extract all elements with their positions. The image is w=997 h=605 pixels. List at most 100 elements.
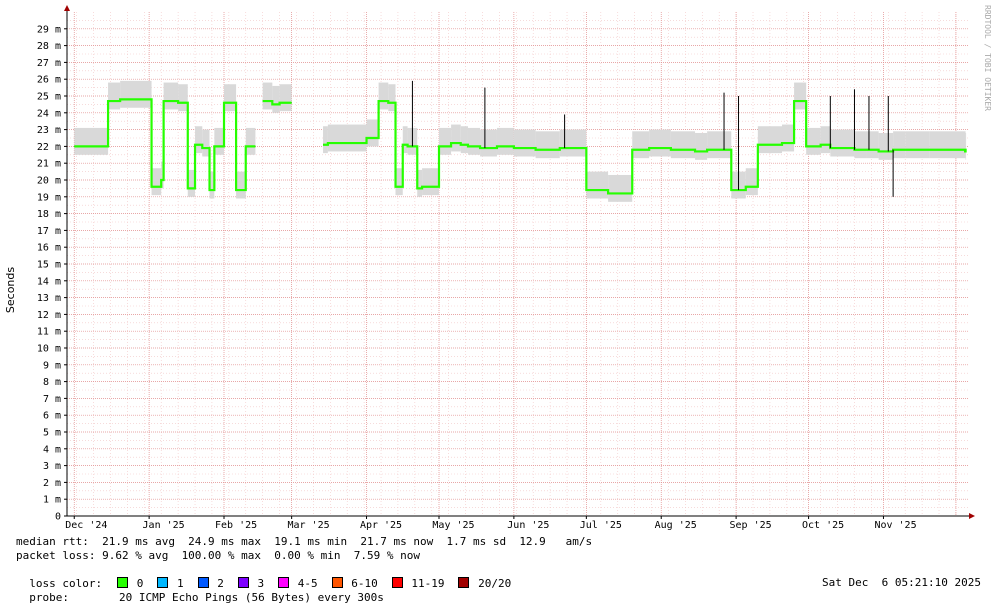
x-tick-label: Apr '25 bbox=[360, 520, 402, 531]
rtt-spread bbox=[806, 127, 821, 155]
loss-color-item: 1 bbox=[157, 577, 184, 590]
y-axis-arrow bbox=[64, 5, 70, 11]
loss-color-item: 0 bbox=[117, 577, 143, 590]
rtt-spread bbox=[417, 169, 423, 197]
rtt-spread bbox=[757, 126, 783, 154]
rtt-spread bbox=[586, 171, 609, 199]
rtt-spread bbox=[649, 129, 671, 157]
median-line bbox=[262, 99, 292, 106]
x-axis-ticks: Dec '24 Jan '25 Feb '25 Mar '25 Apr '25 May '… bbox=[65, 516, 917, 531]
rtt-spread bbox=[323, 126, 328, 154]
x-tick-label: Aug '25 bbox=[655, 520, 697, 531]
y-axis-ticks: 0 1 m 2 m 3 m 4 m 5 m 6 m 7 m 8 m 9 m 10 m 11 m 12 m… bbox=[37, 24, 67, 523]
rtt-spread bbox=[245, 127, 256, 155]
y-tick-label: 22 m bbox=[37, 142, 61, 153]
rtt-spread bbox=[929, 131, 966, 159]
loss-color-label: loss color: bbox=[29, 577, 103, 590]
rtt-spread bbox=[707, 131, 732, 159]
loss-color-item: 11-19 bbox=[391, 577, 445, 590]
y-tick-label: 11 m bbox=[37, 327, 61, 338]
loss-color-label-value: 6-10 bbox=[344, 577, 378, 590]
rtt-spread bbox=[438, 127, 452, 155]
y-tick-label: 27 m bbox=[37, 58, 61, 69]
y-tick-label: 26 m bbox=[37, 75, 61, 86]
x-tick-label: Mar '25 bbox=[287, 520, 329, 531]
y-tick-label: 0 bbox=[55, 512, 61, 523]
x-tick-label: May '25 bbox=[432, 520, 474, 531]
y-tick-label: 24 m bbox=[37, 108, 61, 119]
rtt-spread bbox=[480, 129, 497, 157]
y-tick-label: 4 m bbox=[43, 444, 61, 455]
rtt-spread bbox=[695, 132, 708, 160]
rtt-spread bbox=[745, 168, 758, 196]
rtt-spread bbox=[209, 171, 215, 199]
rtt-spread bbox=[905, 131, 930, 159]
loss-color-swatch bbox=[237, 577, 249, 588]
loss-color-swatch bbox=[391, 577, 403, 588]
y-tick-label: 20 m bbox=[37, 176, 61, 187]
y-tick-label: 8 m bbox=[43, 377, 61, 388]
x-tick-label: Oct '25 bbox=[802, 520, 844, 531]
rtt-spread bbox=[632, 131, 650, 159]
rtt-spread bbox=[327, 124, 367, 152]
loss-color-label-value: 20/20 bbox=[471, 577, 512, 590]
x-tick-label: Nov '25 bbox=[874, 520, 916, 531]
loss-color-swatch bbox=[278, 577, 290, 588]
rtt-spread bbox=[195, 126, 203, 154]
rtt-spread bbox=[866, 131, 879, 159]
y-tick-label: 9 m bbox=[43, 360, 61, 371]
y-tick-label: 1 m bbox=[43, 495, 61, 506]
rrdtool-credit: RRDTOOL / TOBI OETIKER bbox=[983, 5, 992, 111]
loss-color-legend: loss color: 0 1 2 3 4-5 6-10 11-19 20/20 bbox=[16, 563, 525, 591]
loss-color-item: 6-10 bbox=[331, 577, 378, 590]
rtt-spread bbox=[820, 126, 831, 154]
rtt-spread bbox=[513, 129, 536, 157]
loss-color-label-value: 3 bbox=[250, 577, 265, 590]
rtt-spread bbox=[214, 127, 225, 155]
rtt-spread bbox=[151, 168, 162, 196]
rtt-spread-band bbox=[74, 80, 967, 202]
axes bbox=[64, 5, 975, 519]
rtt-spread bbox=[794, 82, 807, 110]
x-axis-arrow bbox=[969, 513, 975, 519]
rtt-spread bbox=[559, 129, 587, 157]
y-tick-label: 13 m bbox=[37, 293, 61, 304]
major-gridlines bbox=[67, 12, 968, 516]
x-tick-label: Jan '25 bbox=[143, 520, 185, 531]
x-tick-label: Jul '25 bbox=[580, 520, 622, 531]
x-tick-label: Dec '24 bbox=[65, 520, 107, 531]
x-tick-label: Feb '25 bbox=[215, 520, 257, 531]
rtt-spread bbox=[108, 82, 121, 110]
rtt-spread bbox=[395, 168, 403, 196]
median-rtt-stats: median rtt: 21.9 ms avg 24.9 ms max 19.1… bbox=[16, 535, 593, 548]
y-tick-label: 10 m bbox=[37, 344, 61, 355]
rtt-spread bbox=[378, 82, 389, 110]
rtt-spread bbox=[965, 132, 967, 160]
loss-color-label-value: 4-5 bbox=[291, 577, 318, 590]
rtt-spread bbox=[161, 161, 164, 189]
y-tick-label: 21 m bbox=[37, 159, 61, 170]
y-tick-label: 5 m bbox=[43, 428, 61, 439]
y-tick-label: 28 m bbox=[37, 41, 61, 52]
x-tick-label: Jun '25 bbox=[507, 520, 549, 531]
loss-color-item: 4-5 bbox=[278, 577, 318, 590]
rtt-spread bbox=[422, 168, 439, 196]
rtt-spread bbox=[279, 84, 292, 112]
rtt-spread bbox=[388, 84, 396, 112]
rtt-spread bbox=[74, 127, 109, 155]
loss-color-item: 2 bbox=[197, 577, 224, 590]
loss-color-label-value: 11-19 bbox=[404, 577, 445, 590]
rtt-spread bbox=[163, 82, 179, 110]
loss-color-item: 3 bbox=[237, 577, 265, 590]
rtt-spread bbox=[496, 127, 514, 155]
y-tick-label: 6 m bbox=[43, 411, 61, 422]
y-tick-label: 25 m bbox=[37, 92, 61, 103]
rtt-spread bbox=[782, 124, 795, 152]
probe-label: probe: bbox=[29, 591, 69, 604]
rtt-spread bbox=[535, 131, 560, 159]
timestamp: Sat Dec 6 05:21:10 2025 bbox=[822, 576, 981, 589]
rtt-spread bbox=[202, 129, 210, 157]
median-line bbox=[74, 98, 256, 192]
y-tick-label: 29 m bbox=[37, 24, 61, 35]
latency-chart: 0 1 m 2 m 3 m 4 m 5 m 6 m 7 m 8 m 9 m 10 m 11 m 12 m… bbox=[4, 5, 992, 531]
